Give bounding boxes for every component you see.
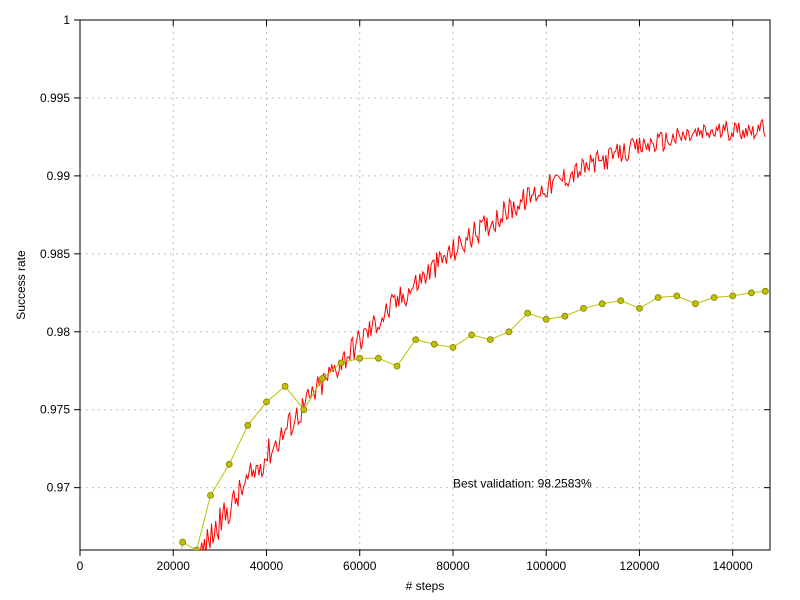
series-yellow-marker <box>375 355 381 361</box>
x-tick-label: 140000 <box>713 559 753 573</box>
series-yellow-marker <box>599 301 605 307</box>
y-tick-label: 0.975 <box>40 403 70 417</box>
x-tick-label: 40000 <box>250 559 284 573</box>
series-yellow-marker <box>525 310 531 316</box>
series-yellow-marker <box>618 298 624 304</box>
series-yellow-marker <box>450 344 456 350</box>
series-red-line <box>164 120 765 600</box>
series-yellow-marker <box>319 376 325 382</box>
series-yellow-marker <box>226 461 232 467</box>
line-chart: 0 20000 40000 60000 80000 100000 120000 140000 0… <box>0 0 800 600</box>
series-yellow-marker <box>762 288 768 294</box>
y-tick-label: 0.98 <box>47 325 71 339</box>
series-yellow-marker <box>338 360 344 366</box>
series-yellow-marker <box>431 341 437 347</box>
series-yellow-marker <box>748 290 754 296</box>
series-yellow-markers <box>170 288 768 600</box>
series-yellow-marker <box>674 293 680 299</box>
series-yellow-marker <box>730 293 736 299</box>
y-tick-label: 0.985 <box>40 247 70 261</box>
x-tick-label: 0 <box>77 559 84 573</box>
series-yellow-marker <box>562 313 568 319</box>
series-yellow-marker <box>543 316 549 322</box>
y-tick-label: 0.97 <box>47 481 71 495</box>
x-axis-label: # steps <box>406 579 445 593</box>
series-yellow-marker <box>282 383 288 389</box>
series-yellow-marker <box>469 332 475 338</box>
y-tick-label: 0.995 <box>40 91 70 105</box>
plot-border <box>80 20 770 550</box>
series-yellow-marker <box>194 547 200 553</box>
series-yellow-marker <box>357 355 363 361</box>
series-yellow-marker <box>180 539 186 545</box>
x-tick-label: 20000 <box>157 559 191 573</box>
series-yellow-marker <box>264 399 270 405</box>
x-tick-label: 120000 <box>619 559 659 573</box>
series-yellow-marker <box>301 407 307 413</box>
x-tick-label: 80000 <box>436 559 470 573</box>
y-tick-label: 0.99 <box>47 169 71 183</box>
chart-container: 0 20000 40000 60000 80000 100000 120000 140000 0… <box>0 0 800 600</box>
series-yellow-marker <box>394 363 400 369</box>
series-yellow-marker <box>692 301 698 307</box>
series-yellow-marker <box>655 295 661 301</box>
series-yellow-marker <box>581 305 587 311</box>
series-yellow-marker <box>506 329 512 335</box>
annotation-text: Best validation: 98.2583% <box>453 477 592 491</box>
series-yellow-line <box>173 291 765 600</box>
series-yellow-marker <box>487 337 493 343</box>
x-tick-label: 60000 <box>343 559 377 573</box>
series-yellow-marker <box>208 492 214 498</box>
series-yellow-marker <box>711 295 717 301</box>
series-yellow-marker <box>245 422 251 428</box>
series-yellow-marker <box>413 337 419 343</box>
x-tick-label: 100000 <box>526 559 566 573</box>
series-yellow-marker <box>637 305 643 311</box>
y-axis-label: Success rate <box>14 250 28 320</box>
y-tick-label: 1 <box>63 13 70 27</box>
